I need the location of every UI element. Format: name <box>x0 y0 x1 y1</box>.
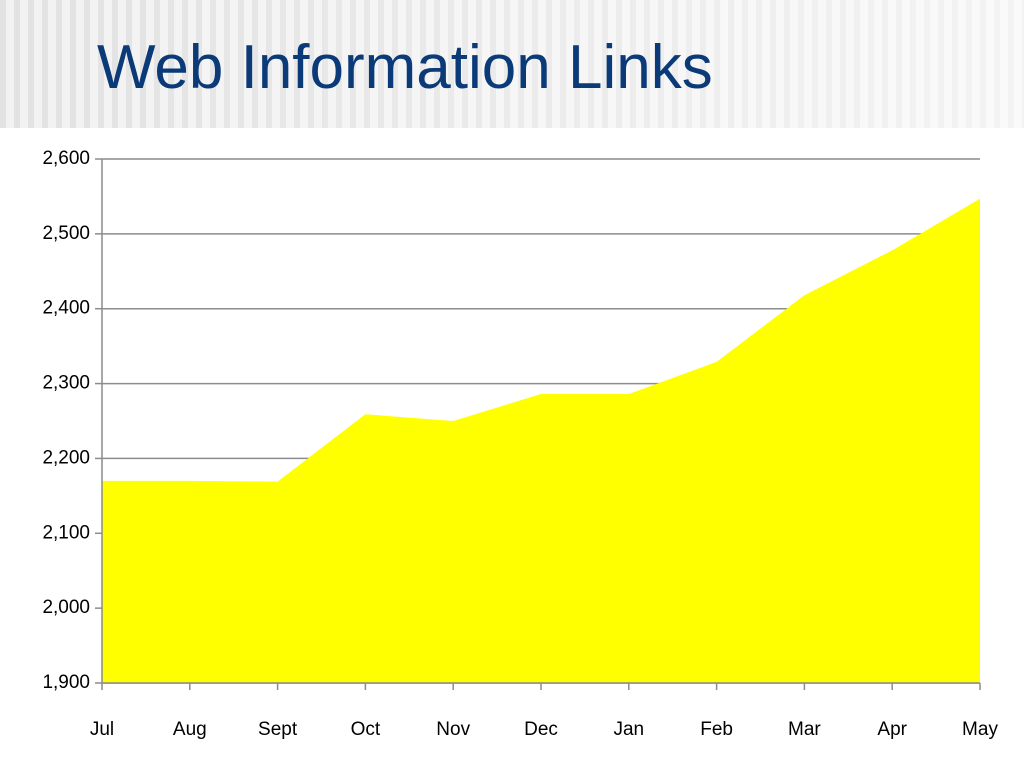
y-tick-label: 2,400 <box>42 298 90 319</box>
x-tick-label: Aug <box>173 719 207 740</box>
x-tick-label: Jan <box>613 719 644 740</box>
y-tick-label: 2,300 <box>42 373 90 394</box>
x-tick-label: Feb <box>700 719 733 740</box>
x-tick-label: Dec <box>524 719 558 740</box>
chart-title: Web Information Links <box>97 33 713 102</box>
y-tick-label: 2,100 <box>42 522 90 543</box>
header-fade <box>0 0 1024 128</box>
y-tick-label: 1,900 <box>42 672 90 693</box>
y-tick-label: 2,000 <box>42 597 90 618</box>
y-tick-label: 2,500 <box>42 223 90 244</box>
x-tick-label: Nov <box>436 719 470 740</box>
x-tick-label: Jul <box>90 719 114 740</box>
x-tick-label: Mar <box>788 719 821 740</box>
y-tick-label: 2,600 <box>42 148 90 169</box>
x-tick-label: Oct <box>351 719 381 740</box>
x-tick-label: May <box>962 719 998 740</box>
x-tick-label: Apr <box>877 719 907 740</box>
y-tick-label: 2,200 <box>42 447 90 468</box>
x-tick-label: Sept <box>258 719 298 740</box>
area <box>102 198 980 683</box>
